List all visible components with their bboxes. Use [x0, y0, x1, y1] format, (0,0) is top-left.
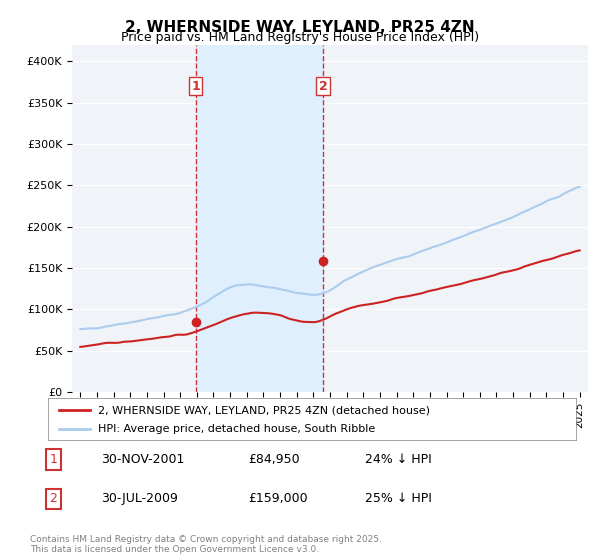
- Text: £159,000: £159,000: [248, 492, 308, 505]
- Text: 2, WHERNSIDE WAY, LEYLAND, PR25 4ZN (detached house): 2, WHERNSIDE WAY, LEYLAND, PR25 4ZN (det…: [98, 405, 430, 415]
- Text: 2, WHERNSIDE WAY, LEYLAND, PR25 4ZN: 2, WHERNSIDE WAY, LEYLAND, PR25 4ZN: [125, 20, 475, 35]
- Text: 24% ↓ HPI: 24% ↓ HPI: [365, 453, 431, 466]
- Text: 30-JUL-2009: 30-JUL-2009: [101, 492, 178, 505]
- Text: 25% ↓ HPI: 25% ↓ HPI: [365, 492, 431, 505]
- Text: 2: 2: [49, 492, 57, 505]
- Text: 1: 1: [191, 80, 200, 92]
- Text: Price paid vs. HM Land Registry's House Price Index (HPI): Price paid vs. HM Land Registry's House …: [121, 31, 479, 44]
- Text: 2: 2: [319, 80, 328, 92]
- Text: 30-NOV-2001: 30-NOV-2001: [101, 453, 184, 466]
- Text: HPI: Average price, detached house, South Ribble: HPI: Average price, detached house, Sout…: [98, 424, 376, 434]
- Bar: [196, 45, 323, 392]
- Text: £84,950: £84,950: [248, 453, 300, 466]
- Text: 1: 1: [49, 453, 57, 466]
- Text: Contains HM Land Registry data © Crown copyright and database right 2025.
This d: Contains HM Land Registry data © Crown c…: [30, 535, 382, 554]
